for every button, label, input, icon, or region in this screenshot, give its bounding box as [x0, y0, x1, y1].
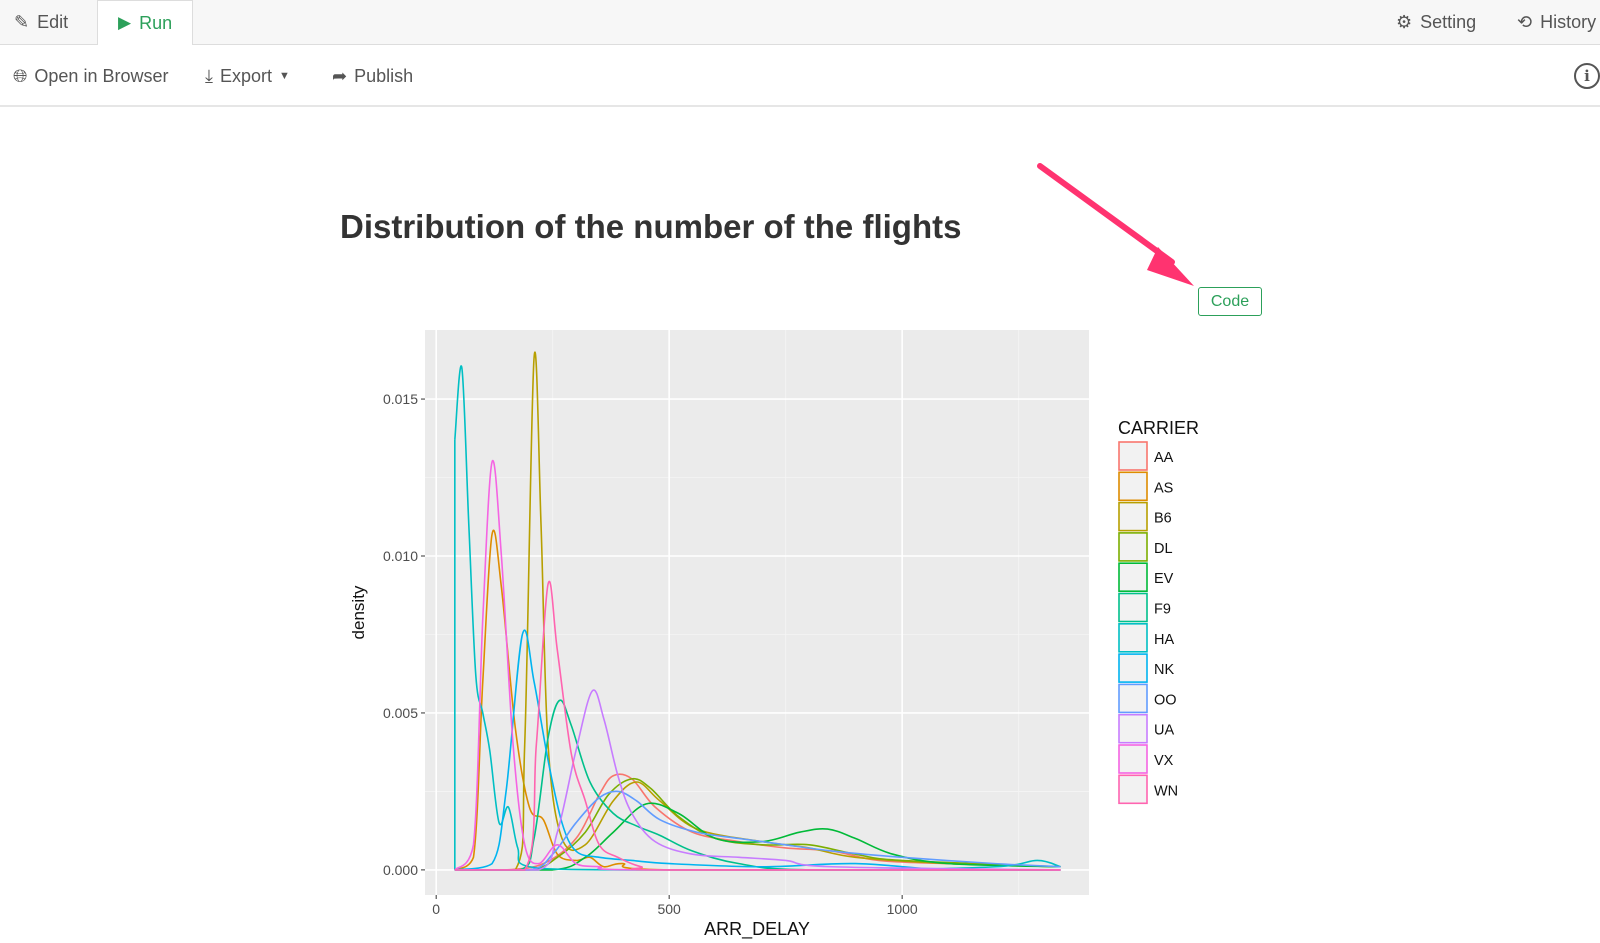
export-button[interactable]: ⤓ Export ▼: [205, 45, 290, 107]
legend-title: CARRIER: [1118, 418, 1199, 438]
y-tick-label: 0.015: [383, 391, 418, 407]
plot-panel: [425, 330, 1089, 895]
legend-key-HA: [1118, 622, 1148, 653]
legend-label: HA: [1154, 632, 1174, 648]
toolbar: 🌐︎ Open in Browser ⤓ Export ▼ ➦ Publish i: [0, 45, 1600, 107]
share-icon: ➦: [332, 65, 348, 86]
history-button[interactable]: ⟲ History: [1517, 0, 1596, 45]
play-icon: ▶: [118, 13, 132, 32]
x-tick-label: 0: [432, 901, 440, 917]
density-line-WN: [454, 580, 1061, 871]
page-title: Distribution of the number of the flight…: [340, 208, 962, 245]
y-tick-label: 0.000: [383, 862, 418, 878]
y-axis-label: density: [349, 585, 368, 639]
gear-icon: ⚙: [1396, 12, 1413, 32]
legend-key-WN: [1118, 774, 1148, 805]
density-line-EV: [454, 802, 1061, 871]
top-tab-bar: ✎ Edit ▶ Run ⚙ Setting ⟲ History: [0, 0, 1600, 46]
legend-label: B6: [1154, 511, 1172, 527]
history-icon: ⟲: [1517, 12, 1533, 32]
legend-label: AS: [1154, 480, 1173, 496]
legend-label: F9: [1154, 602, 1171, 618]
legend-label: AA: [1154, 450, 1174, 466]
publish-label: Publish: [354, 65, 414, 86]
legend-label: VX: [1154, 753, 1174, 769]
y-tick-label: 0.005: [383, 705, 418, 721]
setting-button[interactable]: ⚙ Setting: [1396, 0, 1476, 45]
legend-key-AS: [1118, 471, 1148, 502]
legend-key-UA: [1118, 713, 1148, 744]
x-axis-label: ARR_DELAY: [704, 919, 810, 940]
open-in-browser-label: Open in Browser: [34, 65, 169, 86]
density-line-VX: [454, 459, 1061, 871]
setting-label: Setting: [1420, 12, 1477, 32]
legend-key-OO: [1118, 683, 1148, 714]
export-label: Export: [219, 65, 272, 86]
open-in-browser-button[interactable]: 🌐︎ Open in Browser: [13, 45, 168, 107]
legend-label: NK: [1154, 662, 1174, 678]
density-line-AS: [454, 529, 1061, 871]
download-icon: ⤓: [205, 65, 213, 86]
info-button[interactable]: i: [1574, 45, 1600, 107]
legend-label: WN: [1154, 783, 1178, 799]
legend-label: UA: [1154, 723, 1174, 739]
caret-down-icon: ▼: [279, 70, 290, 82]
density-line-OO: [454, 790, 1061, 871]
legend-key-EV: [1118, 562, 1148, 593]
legend-label: EV: [1154, 571, 1174, 587]
legend-key-NK: [1118, 653, 1148, 683]
tab-edit-label: Edit: [37, 12, 69, 32]
legend-key-B6: [1118, 501, 1148, 532]
legend-key-AA: [1118, 441, 1148, 471]
legend-label: DL: [1154, 541, 1173, 557]
tab-run-label: Run: [139, 12, 173, 33]
info-icon: i: [1574, 63, 1600, 89]
x-tick-label: 500: [657, 901, 681, 917]
density-line-AA: [454, 773, 1061, 871]
publish-button[interactable]: ➦ Publish: [332, 45, 413, 107]
globe-icon: 🌐︎: [13, 65, 28, 86]
legend-key-DL: [1118, 532, 1148, 562]
y-tick-label: 0.010: [383, 548, 418, 564]
history-label: History: [1540, 12, 1597, 32]
legend: CARRIER AA AS B6 DL EV F9 HA NK OO UA VX WN: [1118, 418, 1199, 805]
tab-edit[interactable]: ✎ Edit: [14, 0, 68, 45]
x-tick-label: 1000: [887, 901, 918, 917]
legend-label: OO: [1154, 692, 1177, 708]
density-line-UA: [454, 689, 1061, 871]
tab-run[interactable]: ▶ Run: [97, 0, 194, 46]
code-button[interactable]: Code: [1198, 287, 1262, 316]
legend-key-F9: [1118, 592, 1148, 623]
edit-icon: ✎: [14, 12, 30, 32]
legend-key-VX: [1118, 744, 1148, 774]
